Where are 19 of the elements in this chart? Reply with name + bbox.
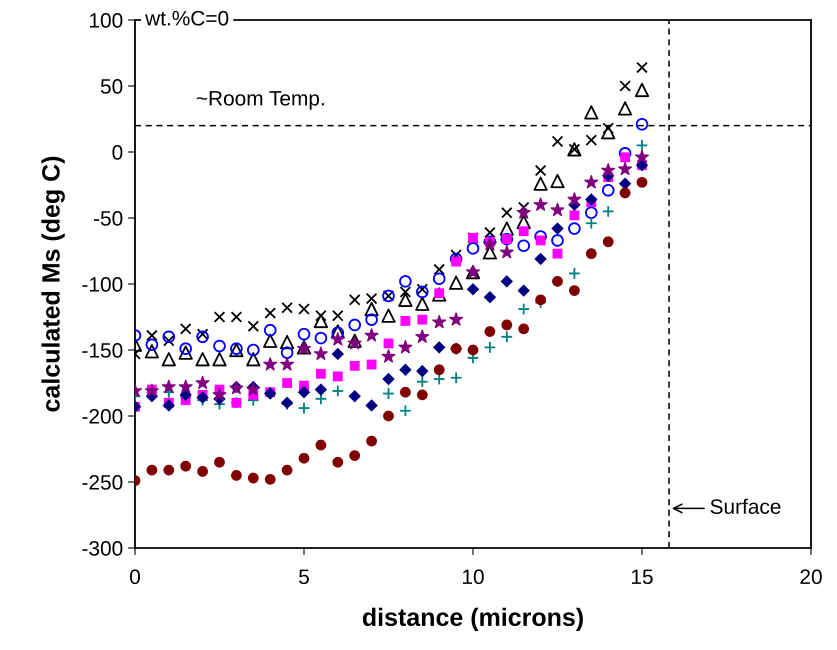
x-axis-title: distance (microns)	[362, 608, 583, 632]
y-axis-title: calculated Ms (deg C)	[41, 156, 65, 412]
y-tick-label: 50	[100, 79, 122, 94]
y-tick-label: -150	[82, 343, 122, 358]
x-tick-label: 10	[463, 569, 484, 584]
x-tick-label: 15	[632, 570, 653, 584]
x-tick-label: 0	[130, 569, 140, 584]
y-tick-label: 0	[112, 145, 122, 160]
y-tick-label: -250	[82, 475, 122, 490]
y-tick-label: -200	[82, 409, 122, 424]
annotation: Surface	[710, 498, 780, 514]
annotation: ~Room Temp.	[196, 91, 324, 110]
y-tick-label: -300	[82, 541, 122, 556]
x-tick-label: 20	[800, 569, 822, 584]
x-tick-label: 5	[299, 570, 309, 584]
y-tick-label: -100	[82, 277, 122, 292]
chart-title: wt.%C=0	[145, 10, 228, 26]
y-tick-label: 100	[90, 13, 122, 28]
y-tick-label: -50	[94, 211, 122, 226]
